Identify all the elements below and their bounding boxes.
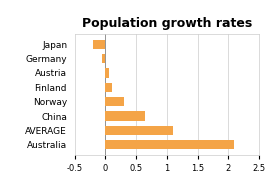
Bar — [103, 54, 105, 63]
Bar — [105, 140, 234, 149]
Bar — [105, 68, 108, 78]
Bar — [105, 111, 146, 121]
Bar — [105, 83, 112, 92]
Bar — [93, 40, 105, 49]
Title: Population growth rates: Population growth rates — [82, 17, 252, 30]
Bar — [105, 97, 124, 106]
Bar — [105, 126, 173, 135]
